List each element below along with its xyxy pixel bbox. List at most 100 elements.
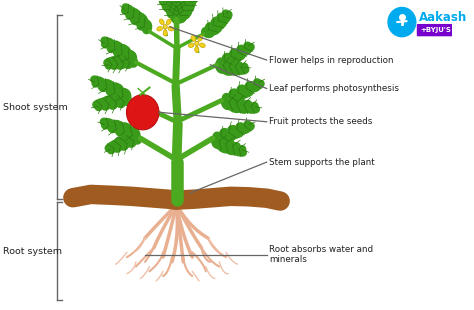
Ellipse shape [157,26,163,31]
Polygon shape [178,7,187,20]
Polygon shape [228,126,241,138]
Polygon shape [105,96,118,108]
Polygon shape [127,7,135,19]
Polygon shape [220,60,232,75]
Polygon shape [202,28,214,38]
Polygon shape [175,9,190,20]
Polygon shape [107,39,115,51]
Polygon shape [232,143,241,155]
Polygon shape [181,2,191,16]
Polygon shape [113,84,124,100]
Polygon shape [238,123,248,133]
Polygon shape [207,23,216,36]
Polygon shape [120,54,133,68]
Polygon shape [253,79,261,91]
Polygon shape [107,41,120,52]
Polygon shape [105,144,115,152]
Polygon shape [115,55,127,69]
Polygon shape [131,13,145,24]
Polygon shape [122,124,133,139]
Polygon shape [100,118,110,126]
Polygon shape [223,54,231,67]
Polygon shape [117,94,127,107]
Polygon shape [175,0,182,6]
Polygon shape [99,80,112,91]
Polygon shape [255,80,264,89]
Polygon shape [244,101,254,113]
Polygon shape [173,0,183,6]
Polygon shape [243,121,251,133]
Polygon shape [105,58,114,69]
Polygon shape [125,127,137,138]
Ellipse shape [195,46,199,53]
Polygon shape [101,37,110,46]
Polygon shape [122,4,131,13]
Polygon shape [171,9,181,22]
Ellipse shape [166,19,171,24]
Ellipse shape [200,43,205,47]
Polygon shape [245,44,254,52]
Polygon shape [101,38,112,48]
Text: Aakash: Aakash [419,11,467,24]
Ellipse shape [168,26,173,31]
Polygon shape [222,10,230,22]
Polygon shape [120,46,131,61]
Polygon shape [137,19,149,29]
Polygon shape [245,123,254,131]
FancyBboxPatch shape [417,24,454,36]
Ellipse shape [191,36,196,41]
Polygon shape [173,0,183,10]
Ellipse shape [195,41,199,46]
Polygon shape [112,138,123,152]
Polygon shape [143,20,152,33]
Polygon shape [127,55,137,67]
Polygon shape [162,0,177,11]
Polygon shape [122,89,131,102]
Polygon shape [221,97,231,109]
Polygon shape [128,51,137,64]
Polygon shape [102,119,112,129]
Polygon shape [226,98,237,110]
Circle shape [388,8,415,36]
Text: Fruit protects the seeds: Fruit protects the seeds [269,117,372,126]
Polygon shape [173,12,184,24]
Polygon shape [107,142,116,154]
Text: Stem supports the plant: Stem supports the plant [269,157,374,166]
Polygon shape [107,83,120,96]
Polygon shape [114,55,126,69]
Ellipse shape [163,25,167,29]
Ellipse shape [163,30,167,36]
Polygon shape [131,128,140,141]
Polygon shape [118,135,129,150]
Polygon shape [239,66,249,73]
Polygon shape [112,94,126,108]
Polygon shape [236,99,246,113]
Polygon shape [116,137,129,149]
Polygon shape [240,100,252,113]
Polygon shape [95,99,104,110]
Polygon shape [109,56,121,69]
Polygon shape [159,0,173,6]
Text: Root absorbs water and
minerals: Root absorbs water and minerals [269,245,373,264]
Polygon shape [172,0,184,11]
Polygon shape [230,49,243,61]
Polygon shape [224,140,234,154]
Polygon shape [247,82,258,92]
Polygon shape [227,61,238,75]
Polygon shape [109,57,119,68]
Polygon shape [99,99,109,109]
Polygon shape [216,60,226,73]
Polygon shape [167,3,179,18]
Polygon shape [184,0,194,11]
Polygon shape [235,123,245,137]
Polygon shape [229,49,240,64]
Polygon shape [167,7,179,16]
Polygon shape [161,0,170,6]
Polygon shape [217,137,228,152]
Polygon shape [238,46,249,55]
Polygon shape [221,140,235,153]
Polygon shape [172,2,185,15]
Polygon shape [223,53,237,66]
Polygon shape [248,103,258,113]
Ellipse shape [127,95,159,130]
